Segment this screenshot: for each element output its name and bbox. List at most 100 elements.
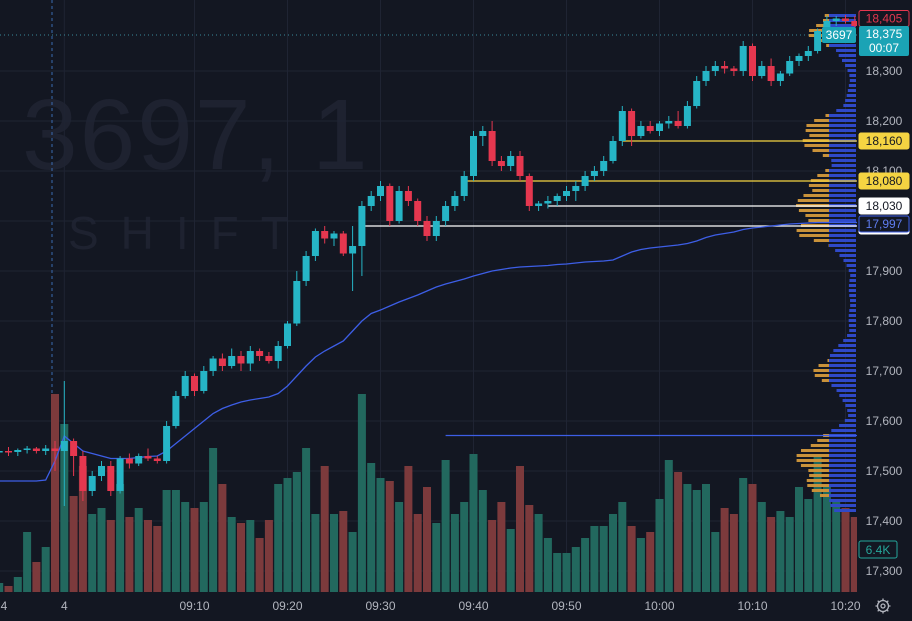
profile-bin-value-area bbox=[848, 414, 856, 417]
volume-bar bbox=[674, 472, 683, 592]
volume-bar bbox=[543, 538, 552, 592]
candle-body bbox=[665, 121, 673, 124]
volume-bar bbox=[767, 517, 776, 592]
profile-bin-value-area bbox=[829, 14, 856, 17]
profile-bin-value-area bbox=[829, 354, 856, 357]
volume-bar bbox=[78, 466, 87, 592]
profile-bin bbox=[803, 194, 829, 197]
profile-bin bbox=[805, 214, 829, 217]
volume-bar bbox=[423, 487, 431, 592]
time-tick-label: 09:30 bbox=[365, 599, 395, 613]
candle-body bbox=[284, 323, 291, 346]
volume-bar bbox=[618, 502, 627, 592]
profile-bin-value-area bbox=[848, 269, 856, 272]
profile-bin bbox=[825, 114, 829, 117]
candle-body bbox=[525, 176, 533, 206]
profile-bin-value-area bbox=[831, 164, 856, 167]
volume-bar bbox=[88, 514, 97, 592]
volume-bar bbox=[636, 538, 645, 592]
volume-bar bbox=[497, 502, 506, 592]
candle-body bbox=[656, 123, 663, 131]
time-tick-label: 10:20 bbox=[830, 599, 860, 613]
candles[interactable] bbox=[0, 15, 868, 506]
profile-bin-value-area bbox=[829, 239, 856, 242]
profile-bin-value-area bbox=[848, 284, 856, 287]
volume-bar bbox=[729, 514, 738, 592]
volume-bar bbox=[302, 448, 311, 592]
profile-bin-value-area bbox=[842, 59, 856, 62]
volume-bar bbox=[367, 463, 376, 592]
candle-body bbox=[423, 221, 431, 236]
volume-bar bbox=[330, 514, 338, 592]
volume-bar bbox=[218, 484, 227, 592]
profile-bin-value-area bbox=[829, 364, 856, 367]
volume-bar bbox=[41, 547, 50, 592]
volume-bar bbox=[571, 547, 580, 592]
candle-body bbox=[535, 203, 543, 206]
volume-bar bbox=[4, 586, 13, 592]
candle-body bbox=[395, 191, 403, 221]
candle-body bbox=[795, 56, 803, 61]
profile-bin bbox=[809, 29, 829, 32]
volume-bar bbox=[599, 526, 608, 592]
gear-icon[interactable] bbox=[874, 597, 892, 615]
profile-bin-value-area bbox=[829, 129, 856, 132]
candle-body bbox=[749, 46, 756, 76]
volume-bar bbox=[683, 484, 692, 592]
volume-bar bbox=[850, 517, 859, 592]
profile-bin bbox=[808, 184, 829, 187]
profile-bin-value-area bbox=[829, 149, 856, 152]
horizontal-levels[interactable] bbox=[361, 140, 857, 437]
profile-bin-value-area bbox=[845, 64, 856, 67]
volume-bar bbox=[450, 514, 459, 592]
volume-bar bbox=[804, 499, 813, 592]
candle-body bbox=[265, 356, 273, 361]
volume-bar bbox=[646, 532, 655, 592]
profile-bin-value-area bbox=[829, 359, 856, 362]
candle-body bbox=[330, 233, 338, 239]
vwap-polyline bbox=[0, 221, 865, 482]
last-price-tag-bg bbox=[859, 26, 909, 56]
profile-bin bbox=[826, 44, 829, 47]
profile-bin-value-area bbox=[829, 374, 856, 377]
symbol-tag-bg bbox=[822, 27, 856, 43]
volume-bar bbox=[432, 523, 441, 592]
volume-tag-bg bbox=[858, 540, 898, 559]
time-axis[interactable]: 4 4 09:10 09:20 09:30 09:40 09:50 10:00 10:10 10:… bbox=[0, 592, 912, 621]
volume-bar bbox=[832, 502, 841, 592]
time-tick-label: 09:40 bbox=[458, 599, 488, 613]
candle-body bbox=[5, 451, 12, 453]
profile-bin-value-area bbox=[846, 94, 856, 97]
candle-body bbox=[339, 233, 347, 254]
volume-bar bbox=[655, 499, 664, 592]
profile-bin-value-area bbox=[829, 209, 856, 212]
profile-bin bbox=[822, 154, 829, 157]
candle-body bbox=[479, 131, 487, 136]
candle-body bbox=[516, 156, 524, 176]
volume-bar bbox=[553, 553, 562, 592]
candle-body bbox=[497, 161, 505, 166]
profile-bin-value-area bbox=[843, 259, 856, 262]
candle-body bbox=[693, 81, 701, 106]
profile-bin-value-area bbox=[843, 104, 856, 107]
candle-body bbox=[349, 246, 357, 254]
price-axis[interactable]: 18,30018,20018,10017,90017,80017,70017,6… bbox=[857, 0, 912, 592]
volume-bar bbox=[785, 517, 794, 592]
candle-body bbox=[683, 106, 691, 126]
profile-bin-value-area bbox=[848, 324, 856, 327]
candle-body bbox=[153, 458, 161, 461]
candle-body bbox=[42, 448, 50, 451]
profile-bin-value-area bbox=[850, 299, 856, 302]
candle-body bbox=[832, 18, 840, 21]
profile-bin-value-area bbox=[829, 474, 856, 477]
volume-bar bbox=[562, 553, 571, 592]
profile-bin-value-area bbox=[835, 249, 856, 252]
volume-bar bbox=[348, 532, 357, 592]
profile-bin-value-area bbox=[844, 419, 856, 422]
profile-bin bbox=[812, 189, 829, 192]
profile-bin-value-area bbox=[847, 334, 856, 337]
candle-body bbox=[70, 441, 78, 456]
profile-bin-value-area bbox=[829, 214, 856, 217]
profile-bin bbox=[809, 134, 829, 137]
